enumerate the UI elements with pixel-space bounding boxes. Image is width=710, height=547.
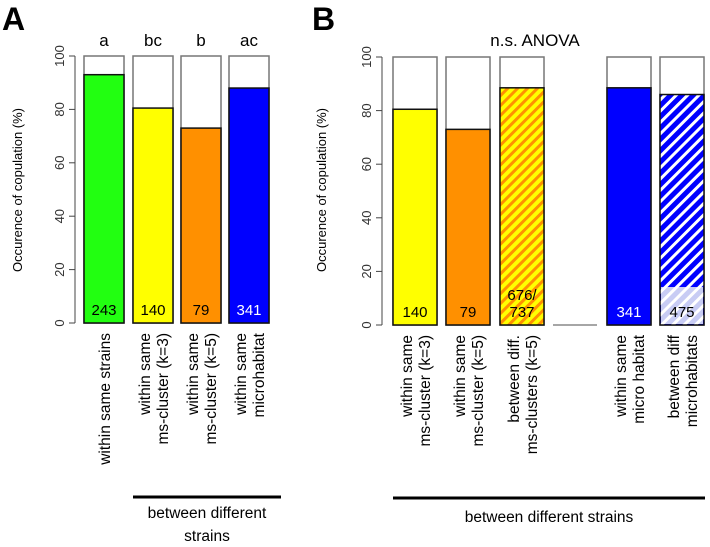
bar <box>392 108 438 326</box>
panel-label-b: B <box>312 1 335 37</box>
bar-count-label: 79 <box>460 304 477 321</box>
group-label: strains <box>184 528 230 545</box>
y-tick-label: 100 <box>359 46 374 68</box>
y-tick-label: 40 <box>359 211 374 225</box>
chart-title-b: n.s. ANOVA <box>490 31 580 50</box>
category-label: within same <box>399 335 416 418</box>
category-label: ms-cluster (k=3) <box>417 335 434 447</box>
group-label: between different strains <box>465 509 634 526</box>
y-axis-label: Occurence of copulation (%) <box>10 108 25 272</box>
bar <box>180 127 222 324</box>
category-label: within same <box>233 333 250 416</box>
y-tick-label: 60 <box>359 157 374 171</box>
bar <box>659 93 705 326</box>
category-label: ms-cluster (k=3) <box>155 333 172 445</box>
category-label: ms-cluster (k=5) <box>470 335 487 447</box>
panel-label-a: A <box>2 1 25 37</box>
bar <box>606 87 652 326</box>
y-tick-label: 60 <box>52 156 67 170</box>
bar-count-label: 79 <box>193 302 210 319</box>
significance-letter: ac <box>240 31 258 50</box>
bar-count-label: 737 <box>509 304 534 321</box>
category-label: microhabitats <box>684 335 701 427</box>
significance-letter: bc <box>144 31 162 50</box>
category-label: within same <box>137 333 154 416</box>
significance-letter: b <box>196 31 205 50</box>
y-tick-label: 40 <box>52 209 67 223</box>
category-label: micro habitat <box>631 334 648 423</box>
bar-count-label: 243 <box>91 302 116 319</box>
bar <box>228 87 270 324</box>
significance-letter: a <box>99 31 109 50</box>
group-label: between different <box>148 505 267 522</box>
y-tick-label: 20 <box>52 262 67 276</box>
category-label: within same strains <box>97 333 114 466</box>
category-label: microhabitat <box>251 332 268 417</box>
category-label: ms-clusters (k=5) <box>524 335 541 454</box>
bar-count-label: 341 <box>616 304 641 321</box>
bar <box>499 87 545 326</box>
y-tick-label: 20 <box>359 264 374 278</box>
bar-count-label: 140 <box>402 304 427 321</box>
bar-count-label: 140 <box>140 302 165 319</box>
bar <box>445 128 491 326</box>
category-label: within same <box>185 333 202 416</box>
bar-label-backdrop <box>661 287 703 324</box>
category-label: within same <box>452 335 469 418</box>
category-label: between diff <box>666 334 683 418</box>
category-label: between diff. <box>506 335 523 423</box>
y-tick-label: 100 <box>52 45 67 67</box>
category-label: within same <box>613 335 630 418</box>
y-tick-label: 80 <box>359 103 374 117</box>
bar-count-label: 341 <box>236 302 261 319</box>
y-tick-label: 0 <box>52 319 67 326</box>
category-label: ms-cluster (k=5) <box>203 333 220 445</box>
bar-count-label: 676/ <box>507 287 537 304</box>
bar <box>83 73 125 324</box>
y-axis-label: Occurence of copulation (%) <box>314 108 329 272</box>
y-tick-label: 0 <box>359 321 374 328</box>
bar <box>132 107 174 324</box>
bar-count-label: 475 <box>669 304 694 321</box>
y-tick-label: 80 <box>52 102 67 116</box>
